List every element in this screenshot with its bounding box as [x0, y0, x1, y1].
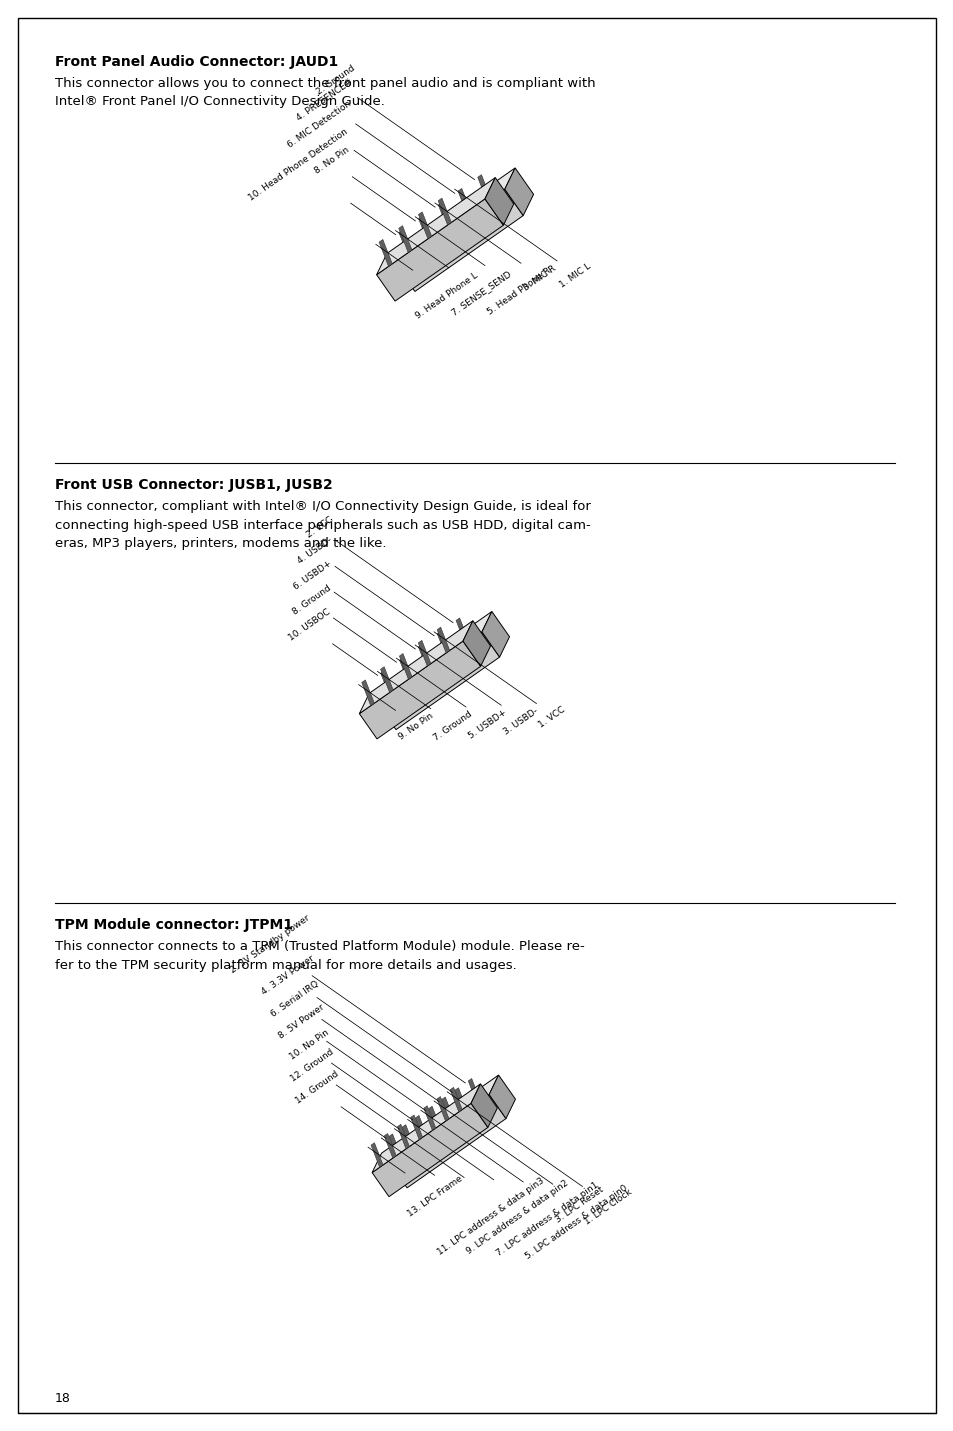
Text: 7. LPC address & data pin1: 7. LPC address & data pin1: [495, 1181, 599, 1258]
Text: 7. SENSE_SEND: 7. SENSE_SEND: [450, 269, 512, 316]
Polygon shape: [389, 1133, 401, 1159]
Polygon shape: [396, 189, 522, 292]
Polygon shape: [371, 1143, 383, 1168]
Text: 1. VCC: 1. VCC: [537, 704, 567, 730]
Text: 4. PRESENCE#: 4. PRESENCE#: [295, 77, 355, 123]
Polygon shape: [417, 640, 431, 665]
Polygon shape: [457, 189, 471, 216]
Polygon shape: [378, 633, 499, 730]
Polygon shape: [418, 216, 432, 243]
Text: Front USB Connector: JUSB1, JUSB2: Front USB Connector: JUSB1, JUSB2: [55, 478, 333, 492]
Polygon shape: [436, 631, 450, 657]
Polygon shape: [361, 680, 374, 705]
Text: 11. LPC address & data pin3: 11. LPC address & data pin3: [436, 1176, 545, 1256]
Text: 18: 18: [55, 1392, 71, 1405]
Polygon shape: [477, 175, 491, 202]
Polygon shape: [396, 167, 515, 265]
Polygon shape: [462, 621, 490, 667]
Text: 1. MIC L: 1. MIC L: [558, 262, 592, 290]
Text: 9. No Pin: 9. No Pin: [396, 711, 435, 741]
Text: 2. Ground: 2. Ground: [314, 63, 356, 96]
Text: 9. Head Phone L: 9. Head Phone L: [414, 270, 479, 321]
Polygon shape: [418, 644, 431, 670]
Polygon shape: [398, 226, 412, 253]
Polygon shape: [481, 611, 509, 657]
Polygon shape: [402, 1125, 414, 1149]
Text: 5. LPC address & data pin0: 5. LPC address & data pin0: [524, 1183, 629, 1261]
Text: 3. MIC R: 3. MIC R: [521, 265, 558, 293]
Text: 8. No Pin: 8. No Pin: [313, 146, 351, 176]
Text: 4. USBD-: 4. USBD-: [295, 535, 334, 565]
Text: 8. Ground: 8. Ground: [291, 584, 332, 617]
Polygon shape: [455, 1088, 467, 1112]
Polygon shape: [436, 1096, 449, 1120]
Text: 12. Ground: 12. Ground: [289, 1047, 335, 1083]
Polygon shape: [504, 167, 533, 216]
Text: 8. 5V Power: 8. 5V Power: [276, 1002, 325, 1040]
Polygon shape: [456, 618, 468, 644]
Text: 1. LPC Clock: 1. LPC Clock: [583, 1188, 634, 1226]
Text: 6. MIC Detection: 6. MIC Detection: [286, 99, 353, 149]
Polygon shape: [416, 1115, 427, 1141]
Text: This connector allows you to connect the front panel audio and is compliant with: This connector allows you to connect the…: [55, 77, 595, 109]
Text: 2. 3V Standby power: 2. 3V Standby power: [229, 913, 311, 975]
Text: 2. VCC: 2. VCC: [305, 515, 335, 539]
Polygon shape: [376, 177, 495, 275]
Text: 3. USBD-: 3. USBD-: [501, 707, 539, 737]
Polygon shape: [378, 611, 492, 704]
Text: 3. LPC Reset: 3. LPC Reset: [554, 1185, 604, 1225]
Polygon shape: [468, 1079, 479, 1103]
Polygon shape: [390, 1075, 498, 1163]
Text: TPM Module connector: JTPM1: TPM Module connector: JTPM1: [55, 919, 293, 932]
Polygon shape: [471, 1083, 497, 1128]
Text: 13. LPC Frame: 13. LPC Frame: [406, 1173, 464, 1219]
Polygon shape: [384, 1133, 395, 1158]
Text: Front Panel Audio Connector: JAUD1: Front Panel Audio Connector: JAUD1: [55, 54, 338, 69]
Polygon shape: [428, 1106, 440, 1130]
Text: 5. Head Phone R: 5. Head Phone R: [485, 266, 552, 318]
Polygon shape: [410, 1115, 422, 1139]
Polygon shape: [390, 1095, 505, 1188]
Polygon shape: [398, 230, 412, 256]
Polygon shape: [437, 202, 451, 229]
Polygon shape: [399, 654, 412, 680]
Text: 4. 3.3V Power: 4. 3.3V Power: [260, 953, 315, 996]
Polygon shape: [376, 199, 503, 301]
Polygon shape: [489, 1075, 515, 1119]
Polygon shape: [484, 177, 514, 225]
Polygon shape: [378, 239, 392, 266]
Text: This connector, compliant with Intel® I/O Connectivity Design Guide, is ideal fo: This connector, compliant with Intel® I/…: [55, 499, 590, 550]
Polygon shape: [441, 1098, 454, 1122]
Polygon shape: [359, 621, 473, 714]
Text: 7. Ground: 7. Ground: [432, 710, 473, 743]
Polygon shape: [380, 671, 393, 697]
Text: 6. USBD+: 6. USBD+: [292, 558, 333, 591]
Polygon shape: [399, 657, 412, 683]
Text: 5. USBD+: 5. USBD+: [466, 708, 508, 741]
Polygon shape: [397, 1125, 409, 1149]
Polygon shape: [436, 627, 449, 653]
Text: 14. Ground: 14. Ground: [294, 1069, 340, 1106]
Text: 10. Head Phone Detection: 10. Head Phone Detection: [247, 126, 350, 202]
Text: 10. USBOC: 10. USBOC: [286, 608, 332, 643]
Polygon shape: [437, 197, 451, 225]
Polygon shape: [423, 1106, 436, 1130]
Polygon shape: [372, 1103, 487, 1196]
Text: 9. LPC address & data pin2: 9. LPC address & data pin2: [465, 1179, 570, 1256]
Polygon shape: [418, 212, 431, 239]
Polygon shape: [380, 667, 393, 693]
Text: This connector connects to a TPM (Trusted Platform Module) module. Please re-
fe: This connector connects to a TPM (Truste…: [55, 940, 584, 972]
Polygon shape: [450, 1088, 461, 1112]
Text: 10. No Pin: 10. No Pin: [288, 1029, 330, 1062]
Polygon shape: [372, 1083, 480, 1172]
Text: 6. Serial IRQ: 6. Serial IRQ: [270, 979, 320, 1019]
Polygon shape: [359, 641, 480, 738]
